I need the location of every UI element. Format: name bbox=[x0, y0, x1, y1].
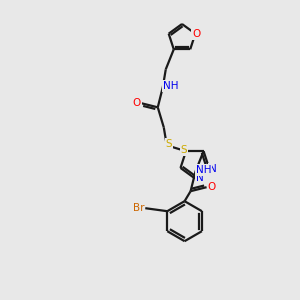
Text: N: N bbox=[196, 173, 204, 183]
Text: O: O bbox=[192, 29, 200, 39]
Text: S: S bbox=[181, 145, 187, 155]
Text: NH: NH bbox=[163, 81, 178, 91]
Text: S: S bbox=[166, 139, 172, 149]
Text: O: O bbox=[133, 98, 141, 108]
Text: O: O bbox=[208, 182, 216, 192]
Text: N: N bbox=[209, 164, 217, 174]
Text: NH: NH bbox=[196, 165, 211, 175]
Text: Br: Br bbox=[133, 203, 144, 213]
